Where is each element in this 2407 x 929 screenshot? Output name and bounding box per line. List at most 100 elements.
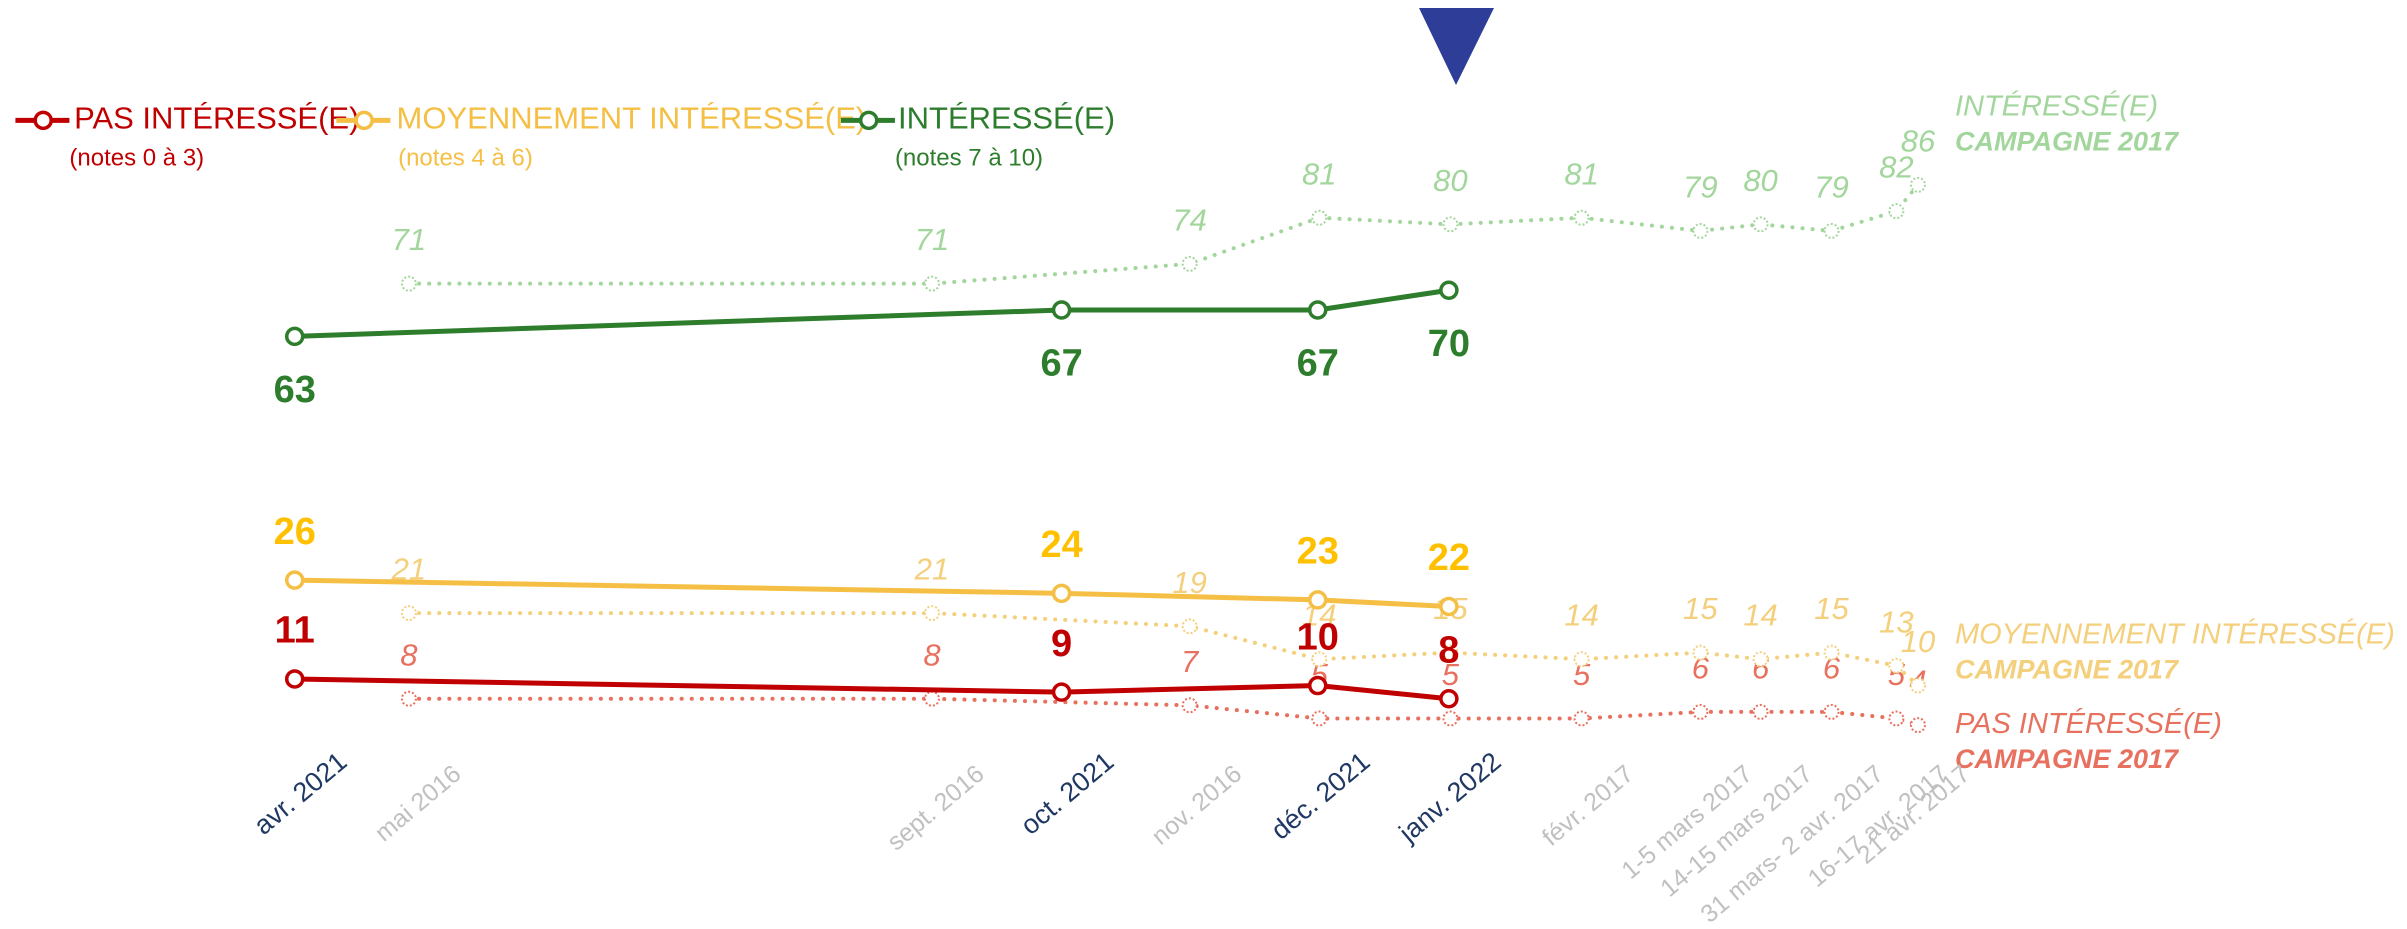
- point: [1307, 590, 1328, 610]
- data-label: 82: [1879, 150, 1913, 185]
- data-label: 70: [1428, 323, 1470, 365]
- point: [1442, 216, 1459, 233]
- data-label: 86: [1901, 123, 1936, 158]
- point: [1573, 651, 1590, 668]
- data-label: 21: [914, 552, 949, 587]
- data-label: 24: [1040, 524, 1082, 566]
- series-end-label: PAS INTÉRESSÉ(E): [1955, 707, 2222, 740]
- point: [1442, 644, 1459, 661]
- legend-label: MOYENNEMENT INTÉRESSÉ(E): [397, 101, 867, 136]
- data-label: 80: [1743, 163, 1777, 198]
- data-label: 5: [1442, 657, 1460, 692]
- x-tick-label: oct. 2021: [1015, 746, 1119, 840]
- legend-marker: [858, 110, 879, 131]
- x-tick-label: sept. 2016: [882, 760, 989, 857]
- point: [1752, 651, 1769, 668]
- point: [1311, 651, 1328, 668]
- x-tick-label: nov. 2016: [1146, 760, 1247, 851]
- data-label: 8: [1438, 629, 1459, 671]
- data-label: 15: [1814, 591, 1849, 626]
- point: [1888, 657, 1905, 674]
- point: [284, 669, 305, 689]
- series-line: [406, 611, 1920, 688]
- campaign-label: CAMPAGNE 2017: [1955, 654, 2180, 684]
- point: [400, 275, 417, 292]
- legend-marker: [354, 110, 374, 131]
- data-label: 71: [915, 222, 949, 257]
- data-label: 13: [1879, 604, 1913, 639]
- data-label: 10: [1297, 616, 1339, 658]
- point: [1752, 216, 1769, 233]
- x-tick-label: janv. 2022: [1393, 746, 1507, 848]
- x-tick-label: avr. 2021: [248, 746, 352, 840]
- point: [1181, 255, 1198, 272]
- series-end-label: MOYENNEMENT INTÉRESSÉ(E): [1955, 617, 2395, 650]
- data-label: 79: [1814, 169, 1848, 204]
- data-label: 14: [1564, 598, 1598, 633]
- legend-note: (notes 0 à 3): [69, 144, 204, 171]
- point: [1888, 710, 1905, 727]
- point: [284, 326, 305, 347]
- data-label: 10: [1901, 624, 1935, 659]
- point: [923, 275, 940, 292]
- point: [1692, 222, 1709, 239]
- series-line: [406, 696, 1920, 728]
- point: [1442, 710, 1459, 727]
- point: [1888, 203, 1905, 220]
- point: [1909, 677, 1926, 694]
- point: [1752, 703, 1769, 720]
- series-line: [292, 577, 1452, 609]
- point: [400, 690, 417, 707]
- series-line: [292, 287, 1452, 339]
- data-label: 23: [1297, 531, 1339, 573]
- point: [1573, 209, 1590, 226]
- point: [1909, 717, 1926, 734]
- point: [1051, 682, 1072, 702]
- point: [284, 570, 305, 590]
- campaign-label: CAMPAGNE 2017: [1955, 127, 2180, 157]
- point: [1909, 176, 1926, 193]
- data-label: 67: [1040, 343, 1082, 385]
- point: [923, 605, 940, 622]
- point: [1181, 618, 1198, 635]
- point: [1439, 596, 1459, 617]
- point: [1307, 300, 1328, 320]
- data-label: 81: [1564, 156, 1598, 191]
- point: [1439, 688, 1459, 709]
- point: [1439, 280, 1459, 300]
- point: [1823, 222, 1840, 239]
- data-label: 67: [1297, 343, 1339, 385]
- data-label: 6: [1823, 650, 1841, 685]
- data-label: 6: [1692, 650, 1710, 685]
- data-label: 8: [923, 637, 941, 672]
- legend-label: INTÉRESSÉ(E): [898, 101, 1115, 136]
- data-label: 22: [1428, 537, 1470, 579]
- legend-label: PAS INTÉRESSÉ(E): [74, 101, 359, 136]
- data-label: 80: [1433, 163, 1467, 198]
- data-label: 7: [1181, 644, 1200, 679]
- data-label: 79: [1683, 169, 1717, 204]
- legend-marker: [33, 110, 53, 131]
- x-tick-label: déc. 2021: [1265, 746, 1375, 845]
- x-tick-label: mai 2016: [370, 760, 467, 848]
- point: [1692, 644, 1709, 661]
- point: [400, 605, 417, 622]
- data-label: 26: [274, 511, 316, 553]
- point: [1311, 710, 1328, 727]
- data-label: 81: [1302, 156, 1336, 191]
- series-end-label: INTÉRESSÉ(E): [1955, 90, 2158, 123]
- data-label: 5: [1573, 657, 1591, 692]
- data-label: 9: [1051, 623, 1072, 665]
- point: [1307, 675, 1328, 696]
- data-label: 11: [275, 610, 315, 652]
- current-marker: [1419, 8, 1494, 85]
- data-label: 8: [400, 637, 418, 672]
- point: [1181, 697, 1198, 714]
- point: [923, 690, 940, 707]
- point: [1051, 300, 1072, 320]
- point: [1692, 703, 1709, 720]
- legend-note: (notes 4 à 6): [398, 144, 533, 171]
- point: [1823, 644, 1840, 661]
- data-label: 14: [1743, 598, 1777, 633]
